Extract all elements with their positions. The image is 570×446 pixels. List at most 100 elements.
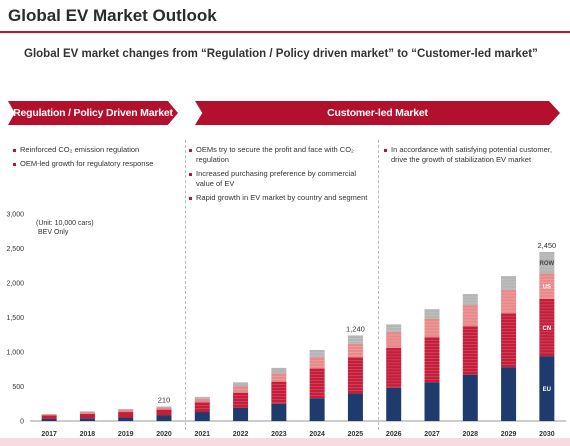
bar-segment-eu [79,418,95,421]
bar-segment-eu [233,407,249,421]
unit-note-line: (Unit: 10,000 cars) [36,220,94,227]
bar-segment-cn [41,415,57,419]
bar-segment-us [41,414,57,416]
bar-segment-us [79,412,95,414]
customer-bullets: In accordance with satisfying potential … [383,145,563,169]
bullet-item: Increased purchasing preference by comme… [188,169,376,189]
bar-segment-us [156,407,172,410]
bar-segment-eu [309,398,325,421]
bar-segment-us [194,398,210,403]
x-tick-label: 2023 [271,431,287,438]
x-tick-label: 2017 [41,431,57,438]
bar-segment-cn [156,409,172,416]
y-tick-label: 0 [20,419,24,426]
bar-segment-row [233,382,249,387]
x-tick-label: 2019 [118,431,134,438]
x-tick-label: 2029 [501,431,517,438]
bar-segment-eu [539,356,555,421]
bar-segment-us [309,357,325,369]
bar-segment-cn [79,413,95,419]
legend-label-us: US [543,285,551,291]
bar-segment-eu [41,418,57,421]
regulation-bullets: Reinforced CO₂ emission regulation OEM-l… [12,145,182,173]
bar-segment-us [386,331,402,348]
page-subtitle: Global EV market changes from “Regulatio… [24,48,538,60]
bar-segment-us [271,373,287,382]
bullet-item: Reinforced CO₂ emission regulation [12,145,182,155]
x-tick-label: 2018 [80,431,96,438]
bar-segment-us [424,318,440,338]
regulation-market-label: Regulation / Policy Driven Market [13,107,173,119]
x-tick-label: 2027 [424,431,440,438]
bar-segment-cn [347,357,363,394]
x-tick-label: 2020 [156,431,172,438]
y-tick-label: 500 [12,384,24,391]
y-tick-label: 2,000 [6,281,24,288]
legend-label-row: ROW [540,261,555,267]
data-label: 2,450 [537,241,556,250]
x-tick-label: 2022 [233,431,249,438]
bar-segment-eu [462,374,478,421]
transition-bullets: OEMs try to secure the profit and face w… [188,145,376,207]
data-label: 1,240 [346,324,365,333]
unit-note-line: BEV Only [38,229,69,236]
bar-segment-eu [271,403,287,421]
customer-market-label: Customer-led Market [327,107,428,119]
y-tick-label: 1,000 [6,350,24,357]
unit-note: (Unit: 10,000 cars) BEV Only [36,219,94,237]
bar-segment-row [79,411,95,413]
x-tick-label: 2030 [539,431,555,438]
regulation-market-banner: Regulation / Policy Driven Market [8,101,178,125]
x-tick-label: 2024 [309,431,325,438]
bar-segment-row [309,349,325,358]
bar-segment-row [271,367,287,374]
bar-segment-row [347,335,363,344]
bar-segment-cn [118,412,134,418]
x-tick-label: 2025 [348,431,364,438]
legend-label-cn: CN [543,326,552,332]
bar-segment-cn [271,381,287,404]
bar-segment-cn [309,368,325,399]
bar-segment-cn [233,392,249,408]
x-tick-label: 2026 [386,431,402,438]
bar-segment-cn [539,298,555,357]
bar-segment-eu [347,393,363,421]
data-label: 210 [158,396,171,405]
bar-segment-cn [424,337,440,383]
bar-segment-cn [386,347,402,388]
bar-segment-eu [194,412,210,421]
bar-segment-row [118,408,134,410]
legend-label-eu: EU [543,387,551,393]
bar-segment-cn [462,326,478,375]
bar-segment-row [194,396,210,399]
x-tick-label: 2021 [194,431,210,438]
bar-segment-eu [156,415,172,421]
x-tick-label: 2028 [462,431,478,438]
bullet-item: OEMs try to secure the profit and face w… [188,145,376,165]
bar-segment-eu [386,387,402,421]
customer-market-banner: Customer-led Market [195,101,560,125]
y-tick-label: 1,500 [6,315,24,322]
bar-segment-us [462,305,478,327]
y-tick-label: 3,000 [6,212,24,219]
bar-segment-row [424,309,440,319]
bullet-item: Rapid growth in EV market by country and… [188,193,376,203]
title-underline [0,31,570,33]
footer-band [0,438,570,446]
phase-divider [185,140,186,430]
bar-segment-eu [424,382,440,421]
bar-segment-row [462,294,478,306]
bar-segment-eu [118,417,134,421]
bar-segment-eu [501,367,517,421]
bar-segment-us [539,273,555,299]
bar-segment-row [386,324,402,332]
bullet-item: In accordance with satisfying potential … [383,145,563,165]
page-title: Global EV Market Outlook [8,6,217,25]
bar-segment-row [501,276,517,290]
bar-segment-row [539,251,555,274]
y-tick-label: 2,500 [6,246,24,253]
bar-segment-us [501,289,517,314]
bar-segment-row [156,406,172,408]
phase-divider [378,140,379,430]
